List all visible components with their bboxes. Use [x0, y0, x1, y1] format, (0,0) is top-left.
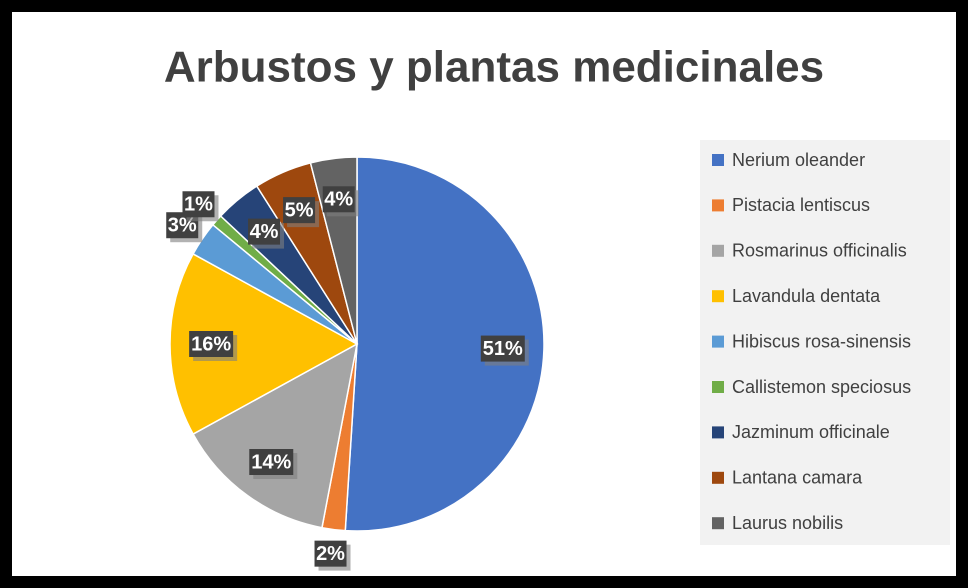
data-label: 14%	[251, 451, 291, 473]
legend-swatch	[712, 426, 724, 439]
pie-slice	[192, 342, 359, 529]
legend-label: Callistemon speciosus	[732, 377, 911, 397]
legend-swatch	[712, 290, 724, 303]
legend-swatch	[712, 154, 724, 166]
label-box	[480, 335, 525, 362]
chart-title: Arbustos y plantas medicinales	[164, 43, 824, 92]
label-box	[182, 191, 215, 218]
label-box	[249, 449, 294, 476]
legend-label: Lantana camara	[732, 468, 863, 488]
legend-label: Lavandula dentata	[732, 286, 881, 306]
legend-swatch	[712, 381, 724, 393]
label-box	[314, 540, 347, 567]
legend-label: Laurus nobilis	[732, 513, 843, 533]
data-label: 1%	[184, 194, 213, 216]
legend-label: Nerium oleander	[732, 150, 865, 170]
legend-swatch	[712, 199, 724, 212]
label-box	[322, 186, 355, 213]
data-label: 5%	[285, 199, 314, 221]
data-label: 4%	[324, 189, 353, 211]
pie-slice	[169, 252, 359, 436]
label-box	[189, 331, 234, 357]
data-label: 2%	[316, 543, 345, 565]
legend-label: Pistacia lentiscus	[732, 195, 870, 215]
legend-label: Rosmarinus officinalis	[732, 241, 907, 261]
data-label: 4%	[250, 221, 279, 243]
legend-swatch	[712, 244, 724, 257]
legend-swatch	[712, 517, 724, 530]
legend-box	[700, 140, 950, 545]
legend-swatch	[712, 471, 724, 484]
label-box	[248, 218, 281, 245]
pie-slice	[344, 156, 545, 532]
data-label: 16%	[191, 333, 231, 355]
legend-label: Hibiscus rosa-sinensis	[732, 331, 911, 351]
legend-label: Jazminum officinale	[732, 422, 890, 442]
legend-swatch	[712, 335, 724, 348]
data-label: 51%	[483, 338, 523, 360]
label-box	[283, 197, 316, 224]
